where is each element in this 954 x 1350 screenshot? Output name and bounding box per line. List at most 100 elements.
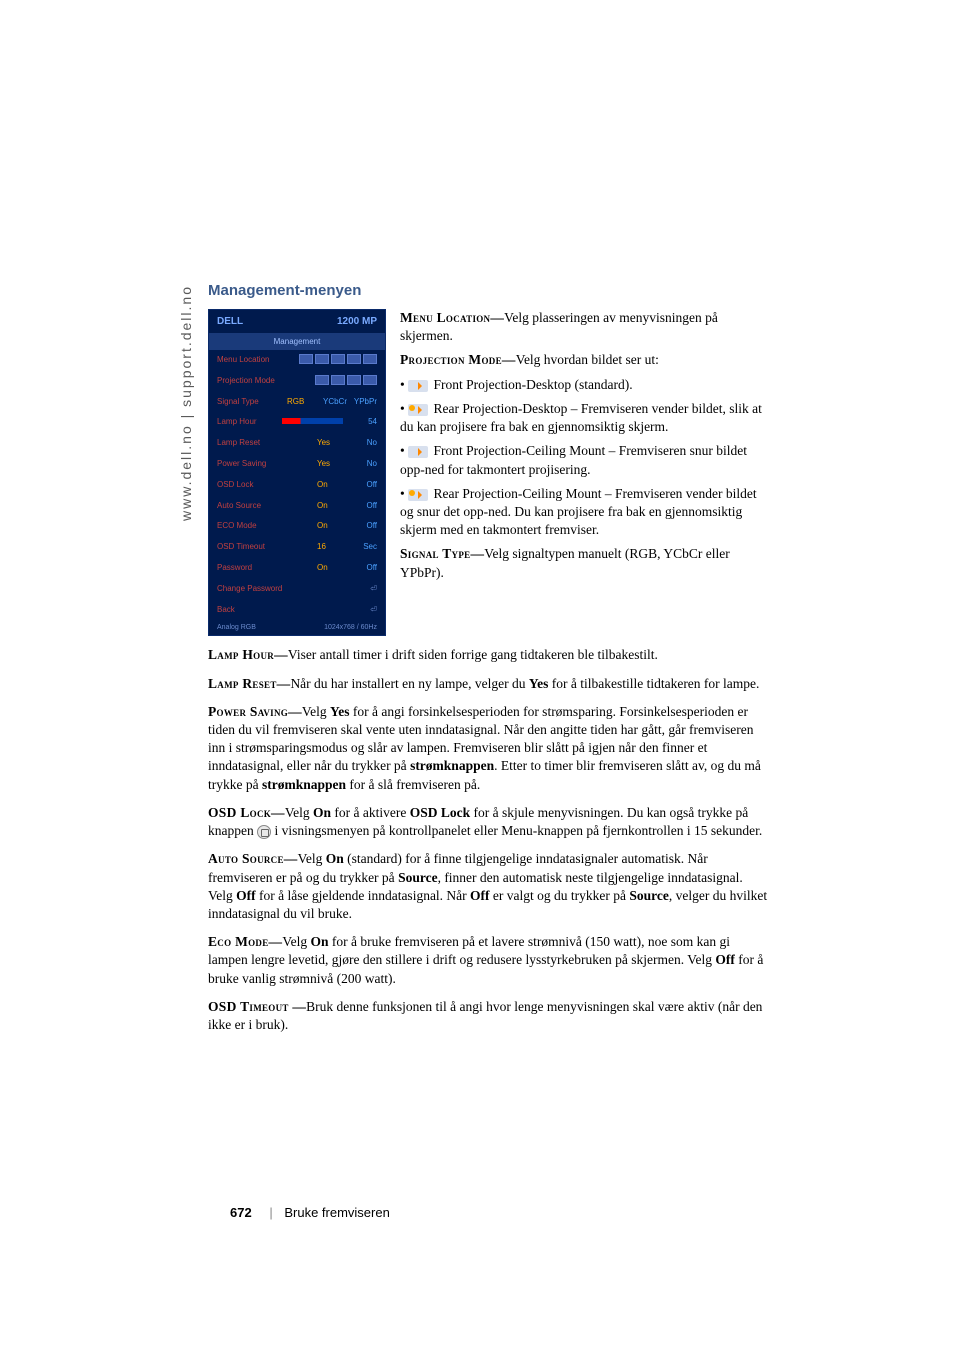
term-projection-mode: Projection Mode— [400, 352, 516, 367]
osd-label: Auto Source [217, 500, 317, 513]
osd-label: Lamp Hour [217, 416, 278, 429]
osd-proj-icon [315, 375, 329, 385]
term-osd-timeout: OSD Timeout — [208, 999, 306, 1014]
osd-val: RGB [287, 396, 317, 409]
osd-proj-icon [363, 375, 377, 385]
text: for å aktivere [331, 805, 410, 820]
osd-loc-icon [363, 354, 377, 364]
osd-loc-icon [315, 354, 329, 364]
text: er valgt og du trykker på [490, 888, 630, 903]
osd-label: Menu Location [217, 354, 299, 367]
osd-row-change-password: Change Password ⏎ [209, 579, 385, 600]
text: Viser antall timer i drift siden forrige… [288, 647, 658, 662]
front-projection-ceiling-icon [408, 446, 428, 458]
text: Rear Projection-Desktop – Fremviseren ve… [400, 401, 762, 434]
osd-val: On [317, 479, 347, 492]
enter-icon: ⏎ [370, 604, 377, 617]
bold-power-button: strømknappen [262, 777, 346, 792]
menu-location-para: Menu Location—Velg plasseringen av menyv… [400, 309, 768, 345]
bold-source: Source [398, 870, 438, 885]
two-column-layout: DELL 1200 MP Management Menu Location Pr… [208, 309, 768, 636]
bold-power-button: strømknappen [410, 758, 494, 773]
sidebar-url: www.dell.no | support.dell.no [178, 285, 194, 521]
osd-val: On [317, 562, 347, 575]
osd-label: Signal Type [217, 396, 287, 409]
term-lamp-reset: Lamp Reset— [208, 676, 290, 691]
osd-brand: DELL [217, 316, 243, 327]
osd-timeout-para: OSD Timeout —Bruk denne funksjonen til å… [208, 998, 768, 1034]
osd-label: OSD Lock [217, 479, 317, 492]
osd-row-lamp-hour: Lamp Hour 54 [209, 412, 385, 433]
bullet-fpc: • Front Projection-Ceiling Mount – Fremv… [400, 442, 768, 478]
text: Front Projection-Ceiling Mount – Fremvis… [400, 443, 747, 476]
projection-mode-para: Projection Mode—Velg hvordan bildet ser … [400, 351, 768, 369]
lamp-hour-para: Lamp Hour—Viser antall timer i drift sid… [208, 646, 768, 664]
osd-label: Power Saving [217, 458, 317, 471]
text: for å tilbakestille tidtakeren for lampe… [548, 676, 759, 691]
term-menu-location: Menu Location— [400, 310, 504, 325]
osd-label: Password [217, 562, 317, 575]
osd-val: Yes [317, 437, 347, 450]
bold-source: Source [629, 888, 669, 903]
osd-proj-icons [315, 375, 377, 388]
osd-row-projection: Projection Mode [209, 371, 385, 392]
menu-button-icon [257, 825, 271, 839]
page-number: 672 [230, 1205, 252, 1220]
osd-row-password: Password On Off [209, 558, 385, 579]
bold-off: Off [715, 952, 735, 967]
bold-osd-lock: OSD Lock [410, 805, 470, 820]
osd-label: Lamp Reset [217, 437, 317, 450]
osd-footer-right: 1024x768 / 60Hz [324, 624, 377, 631]
bold-off: Off [470, 888, 490, 903]
eco-mode-para: Eco Mode—Velg On for å bruke fremviseren… [208, 933, 768, 988]
osd-val: 16 [317, 541, 347, 554]
osd-loc-icon [347, 354, 361, 364]
signal-type-para: Signal Type—Velg signaltypen manuelt (RG… [400, 545, 768, 581]
osd-label: Back [217, 604, 370, 617]
text: i visningsmenyen på kontrollpanelet elle… [271, 823, 762, 838]
text: Velg [298, 851, 326, 866]
osd-row-back: Back ⏎ [209, 600, 385, 621]
osd-val: On [317, 500, 347, 513]
osd-val: Yes [317, 458, 347, 471]
osd-val: 54 [347, 416, 377, 429]
osd-val: Off [347, 500, 377, 513]
osd-row-osd-lock: OSD Lock On Off [209, 475, 385, 496]
bold-off: Off [236, 888, 256, 903]
osd-val: On [317, 520, 347, 533]
osd-proj-icon [347, 375, 361, 385]
text: Velg [302, 704, 330, 719]
text: for å låse gjeldende inndatasignal. Når [256, 888, 470, 903]
osd-label: Change Password [217, 583, 370, 596]
osd-val: Off [347, 520, 377, 533]
osd-val: YPbPr [347, 396, 377, 409]
term-lamp-hour: Lamp Hour— [208, 647, 288, 662]
text: for å slå fremviseren på. [346, 777, 480, 792]
osd-slider [282, 418, 343, 424]
text: Velg hvordan bildet ser ut: [516, 352, 659, 367]
rear-projection-ceiling-icon [408, 489, 428, 501]
text: Velg [285, 805, 313, 820]
osd-row-osd-timeout: OSD Timeout 16 Sec [209, 537, 385, 558]
section-title: Management-menyen [208, 282, 768, 299]
term-auto-source: Auto Source— [208, 851, 298, 866]
osd-val: Off [347, 479, 377, 492]
body-block: Lamp Hour—Viser antall timer i drift sid… [208, 646, 768, 1034]
text: Når du har installert en ny lampe, velge… [290, 676, 528, 691]
osd-label: Projection Mode [217, 375, 315, 388]
osd-val: Sec [347, 541, 377, 554]
rear-projection-desktop-icon [408, 404, 428, 416]
osd-model: 1200 MP [337, 316, 377, 327]
text: Front Projection-Desktop (standard). [430, 377, 632, 392]
bullet-fpd: • Front Projection-Desktop (standard). [400, 376, 768, 394]
text: Velg [282, 934, 310, 949]
osd-lock-para: OSD Lock—Velg On for å aktivere OSD Lock… [208, 804, 768, 840]
footer-text: Bruke fremviseren [284, 1205, 389, 1220]
term-signal-type: Signal Type— [400, 546, 484, 561]
bold-yes: Yes [330, 704, 350, 719]
lamp-reset-para: Lamp Reset—Når du har installert en ny l… [208, 675, 768, 693]
osd-row-auto-source: Auto Source On Off [209, 496, 385, 517]
page-footer: 672 | Bruke fremviseren [230, 1205, 390, 1220]
osd-label: OSD Timeout [217, 541, 317, 554]
osd-location-icons [299, 354, 377, 367]
